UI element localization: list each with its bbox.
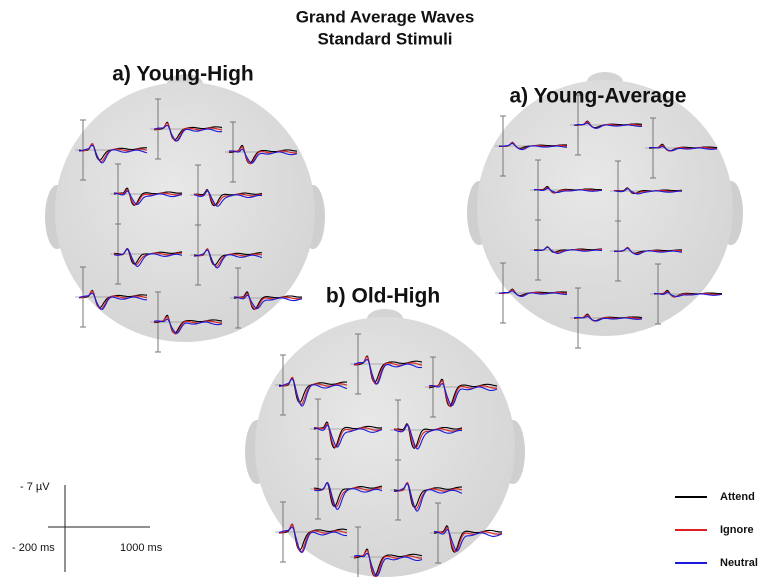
waveform <box>113 248 183 267</box>
waveform <box>278 378 348 407</box>
waveform <box>499 142 568 151</box>
scale-x-start: - 200 ms <box>12 542 55 554</box>
waveform <box>433 528 503 552</box>
scale-y-label: - 7 µV <box>20 481 50 493</box>
legend-label: Attend <box>720 491 755 503</box>
waveform <box>278 526 347 554</box>
waveform <box>428 382 498 407</box>
waveform <box>233 292 303 310</box>
scale-bar <box>48 485 150 572</box>
waveform <box>193 249 263 269</box>
waveform <box>228 146 298 165</box>
waveform <box>433 525 503 553</box>
legend-label: Neutral <box>720 557 758 569</box>
head <box>245 309 525 577</box>
title-line-2: Standard Stimuli <box>317 29 452 48</box>
waveform <box>533 187 603 194</box>
waveform <box>498 290 567 297</box>
waveform <box>79 290 148 310</box>
waveform <box>193 190 263 207</box>
scalp <box>255 317 515 577</box>
waveform <box>353 552 423 577</box>
panel-label: a) Young-High <box>112 63 254 86</box>
scale-x-end: 1000 ms <box>120 542 163 554</box>
waveform <box>573 314 642 322</box>
waveform <box>313 481 383 511</box>
panel-label: b) Old-High <box>326 285 440 308</box>
waveform <box>353 550 422 577</box>
waveform <box>648 144 718 152</box>
waveform <box>393 423 463 449</box>
waveform <box>233 294 303 310</box>
scalp <box>55 82 315 342</box>
waveform <box>153 122 223 142</box>
waveform <box>353 356 423 385</box>
head <box>45 74 325 353</box>
waveform <box>573 315 643 322</box>
waveform <box>113 187 183 206</box>
waveform <box>653 289 723 298</box>
waveform <box>428 380 498 408</box>
waveform <box>313 423 383 449</box>
heads <box>45 72 743 577</box>
waveform <box>428 378 498 407</box>
waveform <box>654 291 723 298</box>
waveform <box>153 318 223 334</box>
legend-label: Ignore <box>720 524 754 536</box>
waveform <box>78 292 148 310</box>
head <box>467 72 743 349</box>
waveform <box>228 148 298 164</box>
waveform <box>533 185 603 194</box>
waveform <box>614 247 683 256</box>
waveform <box>573 122 643 129</box>
waveform <box>78 144 148 164</box>
scalp <box>477 80 733 336</box>
waveform <box>313 424 383 448</box>
waveform <box>113 189 183 206</box>
waveform <box>278 523 348 553</box>
waveform <box>613 188 683 195</box>
waveform <box>153 124 223 142</box>
waveform <box>393 424 463 450</box>
legend: Attend Ignore Neutral <box>675 491 758 569</box>
panel-label: a) Young-Average <box>510 85 687 108</box>
waveform <box>653 290 723 298</box>
waveform <box>433 527 503 553</box>
waveform <box>533 246 603 254</box>
waveform <box>353 358 423 385</box>
waveform <box>534 187 603 194</box>
waveform <box>153 316 223 335</box>
waveform <box>313 421 383 449</box>
waveform <box>233 291 302 311</box>
waveform <box>228 145 298 165</box>
title-line-1: Grand Average Waves <box>296 7 475 26</box>
waveform <box>193 189 263 207</box>
waveform <box>574 121 642 129</box>
waveform <box>393 483 463 512</box>
waveform <box>113 190 183 206</box>
waveform <box>649 145 718 152</box>
